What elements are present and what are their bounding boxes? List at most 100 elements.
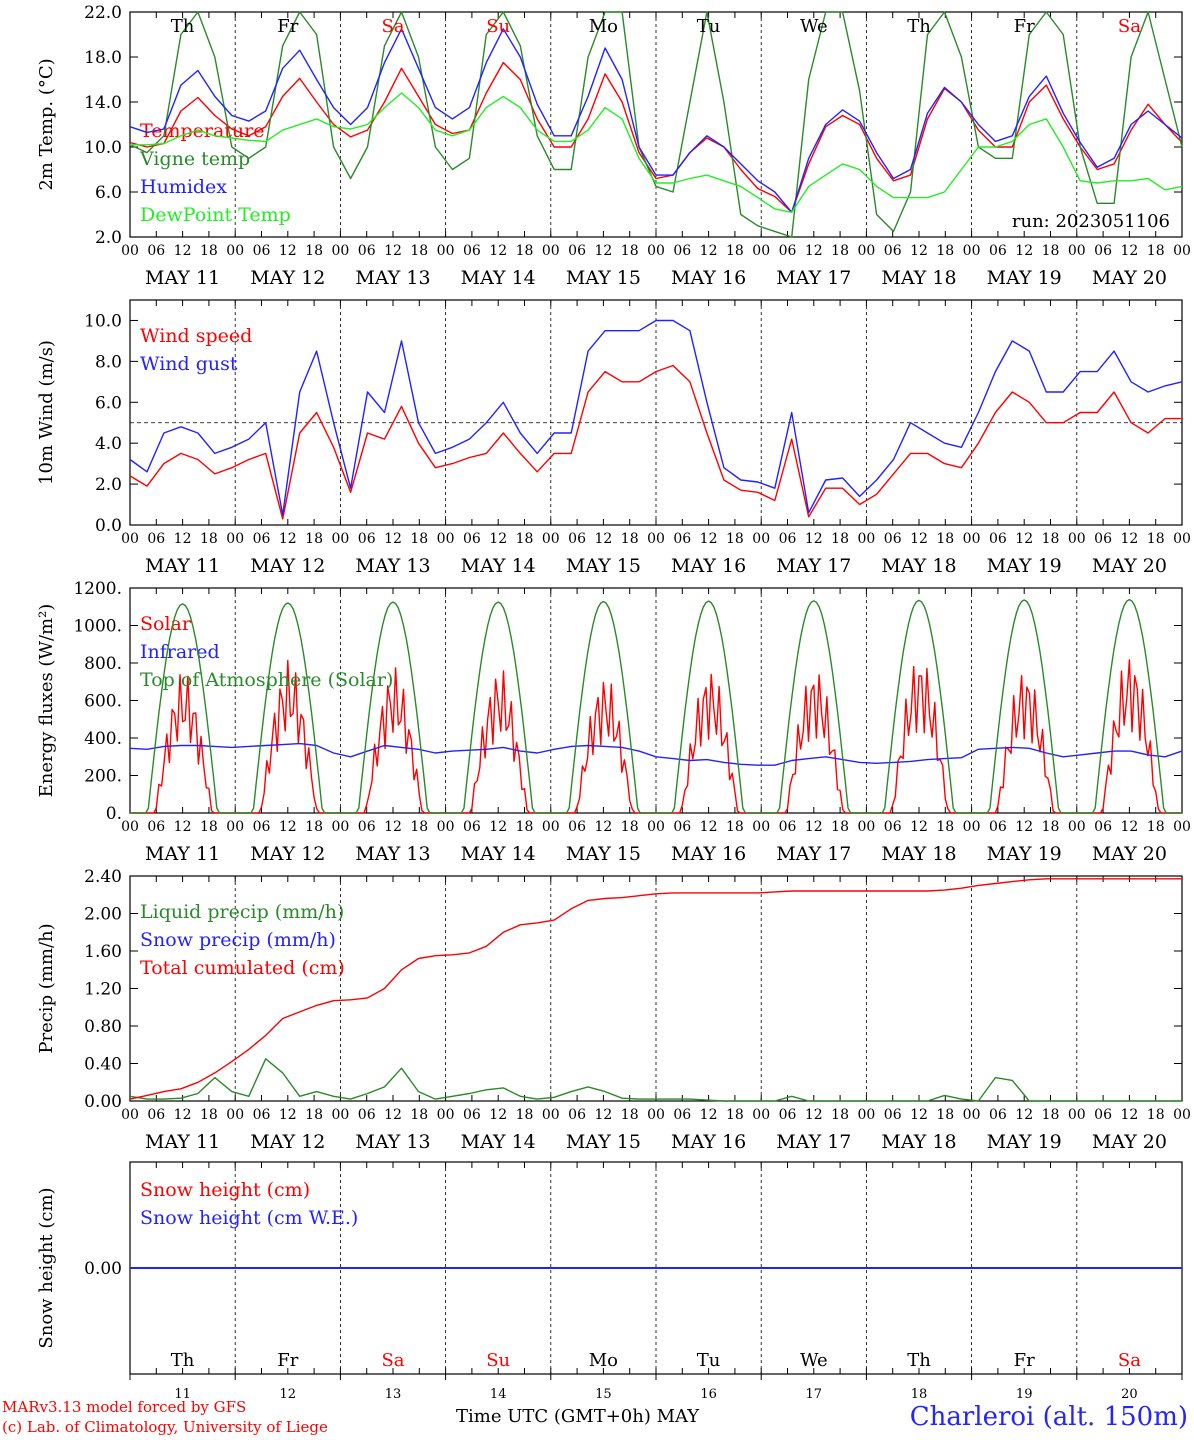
hour-tick-label: 00 [331, 243, 349, 259]
series-line-vigne-temp [129, 11, 1183, 238]
hour-tick-label: 06 [884, 243, 902, 259]
hour-tick-label: 00 [226, 531, 244, 547]
hour-tick-label: 12 [1015, 531, 1033, 547]
hour-tick-label: 12 [910, 531, 928, 547]
hour-tick-label: 00 [437, 243, 455, 259]
day-label: MAY 12 [250, 555, 325, 577]
hour-tick-label: 00 [331, 1107, 349, 1123]
hour-tick-label: 06 [673, 531, 691, 547]
y-tick-label: 1.20 [84, 980, 122, 1000]
legend-entry: Wind speed [140, 325, 252, 347]
day-number-label: 19 [1016, 1387, 1033, 1402]
day-number-label: 15 [595, 1387, 612, 1402]
hour-tick-label: 06 [463, 243, 481, 259]
hour-tick-label: 06 [147, 819, 165, 835]
hour-tick-label: 18 [516, 243, 534, 259]
legend-entry: Liquid precip (mm/h) [140, 901, 344, 923]
y-tick-label: 0.00 [84, 1092, 122, 1112]
hour-tick-label: 06 [253, 819, 271, 835]
hour-tick-label: 18 [516, 1107, 534, 1123]
day-label: MAY 13 [355, 843, 430, 865]
y-tick-label: 800. [84, 654, 122, 674]
hour-tick-label: 00 [1068, 531, 1086, 547]
hour-tick-label: 12 [279, 819, 297, 835]
y-tick-label: 0.0 [95, 516, 122, 536]
day-label: MAY 17 [776, 1131, 851, 1153]
series-line-dewpoint-temp [130, 92, 1183, 213]
hour-tick-label: 18 [831, 531, 849, 547]
hour-tick-label: 00 [647, 531, 665, 547]
y-tick-label: 1.60 [84, 942, 122, 962]
legend-entry: Top of Atmosphere (Solar) [140, 669, 393, 691]
y-tick-label: 200. [84, 767, 122, 787]
hour-tick-label: 12 [1015, 819, 1033, 835]
weekday-label: Fr [277, 16, 298, 37]
y-tick-label: 0.40 [84, 1055, 122, 1075]
hour-tick-label: 12 [700, 1107, 718, 1123]
weekday-label: We [800, 1350, 828, 1371]
day-label: MAY 19 [987, 843, 1062, 865]
day-label: MAY 19 [987, 555, 1062, 577]
day-label: MAY 18 [881, 843, 956, 865]
hour-tick-label: 12 [910, 1107, 928, 1123]
hour-tick-label: 06 [253, 1107, 271, 1123]
hour-tick-label: 00 [331, 819, 349, 835]
day-label: MAY 16 [671, 555, 746, 577]
hour-tick-label: 06 [989, 243, 1007, 259]
weekday-label: We [800, 16, 828, 37]
day-label: MAY 19 [987, 267, 1062, 289]
day-label: MAY 18 [881, 267, 956, 289]
legend-entry: Snow height (cm) [140, 1179, 310, 1201]
day-label: MAY 13 [355, 267, 430, 289]
hour-tick-label: 12 [279, 243, 297, 259]
hour-tick-label: 18 [1042, 819, 1060, 835]
hour-tick-label: 12 [489, 531, 507, 547]
hour-tick-label: 12 [384, 531, 402, 547]
hour-tick-label: 18 [1147, 243, 1165, 259]
hour-tick-label: 00 [542, 1107, 560, 1123]
hour-tick-label: 06 [989, 1107, 1007, 1123]
weekday-label: Fr [1014, 1350, 1035, 1371]
day-label: MAY 12 [250, 267, 325, 289]
hour-tick-label: 12 [700, 243, 718, 259]
hour-tick-label: 12 [489, 819, 507, 835]
weekday-label: Sa [1118, 16, 1141, 37]
hour-tick-label: 18 [726, 243, 744, 259]
weekday-label: Mo [589, 16, 618, 37]
hour-tick-label: 12 [700, 531, 718, 547]
legend-entry: Vigne temp [139, 148, 250, 170]
hour-tick-label: 06 [568, 531, 586, 547]
day-label: MAY 11 [145, 843, 220, 865]
y-axis-label: Precip (mm/h) [36, 923, 57, 1053]
hour-tick-label: 06 [463, 819, 481, 835]
day-label: MAY 12 [250, 843, 325, 865]
hour-tick-label: 06 [147, 531, 165, 547]
series-line-total-cumulated-cm- [129, 878, 1182, 1100]
x-axis-title: Time UTC (GMT+0h) MAY [456, 1406, 699, 1427]
hour-tick-label: 00 [226, 819, 244, 835]
weekday-label: Th [171, 16, 195, 37]
hour-tick-label: 12 [1015, 243, 1033, 259]
day-label: MAY 20 [1092, 843, 1167, 865]
hour-tick-label: 12 [594, 531, 612, 547]
hour-tick-label: 12 [1120, 243, 1138, 259]
hour-tick-label: 00 [1173, 1107, 1191, 1123]
hour-tick-label: 18 [621, 531, 639, 547]
hour-tick-label: 00 [437, 531, 455, 547]
y-tick-label: 14.0 [84, 93, 122, 113]
hour-tick-label: 18 [200, 531, 218, 547]
weekday-label: Th [171, 1350, 195, 1371]
hour-tick-label: 00 [121, 243, 139, 259]
hour-tick-label: 06 [358, 1107, 376, 1123]
hour-tick-label: 18 [516, 819, 534, 835]
y-tick-label: 2.0 [95, 475, 122, 495]
hour-tick-label: 00 [963, 1107, 981, 1123]
hour-tick-label: 00 [542, 243, 560, 259]
hour-tick-label: 12 [805, 819, 823, 835]
day-label: MAY 12 [250, 1131, 325, 1153]
legend-entry: Snow precip (mm/h) [140, 929, 336, 951]
hour-tick-label: 00 [121, 819, 139, 835]
day-label: MAY 14 [461, 843, 536, 865]
y-tick-label: 2.0 [95, 228, 122, 248]
hour-tick-label: 12 [805, 243, 823, 259]
